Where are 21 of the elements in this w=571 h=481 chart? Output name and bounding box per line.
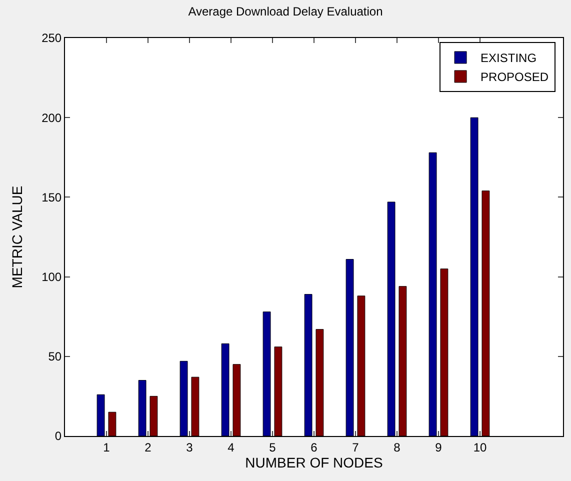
legend-label: PROPOSED [480, 70, 549, 84]
chart-title: Average Download Delay Evaluation [188, 4, 383, 19]
y-tick-label: 150 [42, 190, 62, 204]
x-tick-label: 7 [352, 440, 360, 454]
y-tick-label: 100 [42, 270, 62, 284]
y-axis-title: METRIC VALUE [9, 186, 26, 288]
legend-label: EXISTING [480, 51, 537, 66]
x-tick-label: 6 [310, 440, 318, 454]
x-tick-label: 4 [228, 440, 235, 454]
y-tick-label: 250 [42, 31, 62, 46]
x-tick-label: 5 [269, 440, 276, 454]
x-tick-label: 9 [435, 440, 442, 454]
x-tick-label: 1 [103, 440, 110, 454]
x-axis-title: NUMBER OF NODES [245, 454, 383, 470]
x-tick-label: 3 [186, 440, 194, 454]
y-tick-label: 200 [42, 110, 62, 125]
y-tick-label: 0 [54, 429, 62, 444]
x-tick-label: 10 [473, 440, 487, 454]
x-tick-label: 2 [144, 440, 152, 454]
y-tick-label: 50 [48, 350, 62, 364]
x-tick-label: 8 [394, 440, 401, 454]
